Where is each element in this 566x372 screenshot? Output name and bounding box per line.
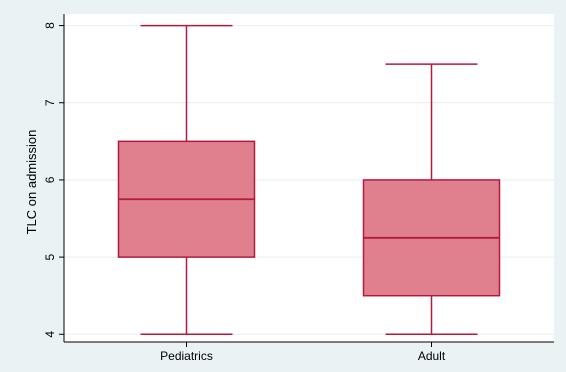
y-tick-label-6: 6: [43, 176, 57, 183]
y-tick-label-7: 7: [43, 99, 57, 106]
y-tick-label-5: 5: [43, 253, 57, 260]
boxes: [117, 24, 501, 336]
x-tick-label-adult: Adult: [418, 349, 446, 363]
box-adult: [362, 63, 501, 336]
y-tick-label-8: 8: [43, 22, 57, 29]
x-tick-label-pediatrics: Pediatrics: [160, 349, 213, 363]
box-pediatrics: [117, 24, 256, 336]
y-tick-label-4: 4: [43, 331, 57, 338]
axes: 4 5 6 7 8 Pediatrics Adult: [43, 14, 554, 363]
y-axis-label: TLC on admission: [24, 130, 39, 235]
